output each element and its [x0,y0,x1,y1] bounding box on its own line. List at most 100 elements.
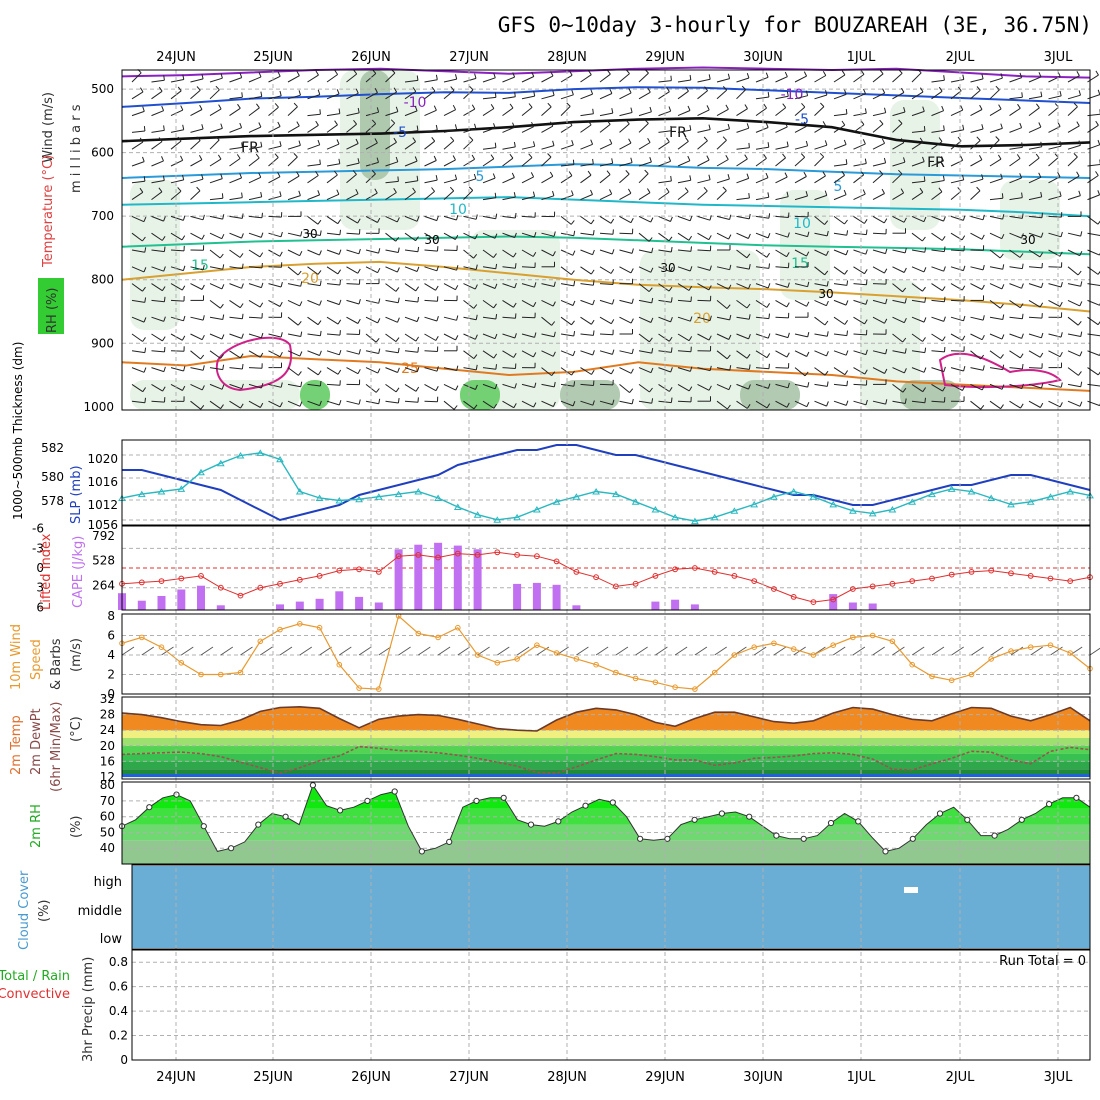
wind-barb-feather [588,70,592,75]
wind-barb-feather [845,109,848,115]
wind-barb [580,174,592,184]
wind-barb-feather [922,106,925,112]
wind-barb [1067,144,1081,150]
wind-speed-point [1067,650,1073,656]
rh90-contour [938,352,1062,389]
wind-barb [307,266,319,275]
wind-barb [248,215,262,219]
wind-barb [989,333,1003,340]
wind-barb-feather [668,156,672,162]
wind-barb-feather [768,263,770,269]
thickness-point [157,488,166,495]
lifted-index-point [435,554,442,561]
wind-barb [658,91,670,100]
wind-barb [346,249,360,255]
wind-barb [346,367,359,375]
wind-barb-feather [512,252,517,258]
wind-barb-feather [668,336,673,342]
wind-barb [1009,96,1023,100]
wind-barb-feather [397,297,400,303]
wind-barb-feather [221,284,225,290]
wind-barb-feather [1079,301,1083,307]
wind-barb-feather [528,103,533,108]
wind-barb-feather [843,139,847,145]
wind-barb [814,316,826,326]
wind-barb-feather [376,107,380,113]
wind-barb [248,157,260,167]
wind-barb [307,163,321,167]
wind-barb [131,72,142,83]
thickness-point [947,485,956,492]
wind-barb-feather [826,381,829,387]
wind10m-barb [714,646,727,656]
wind-barb [502,215,516,219]
thickness-point [197,468,205,476]
wind-barb [989,266,1003,270]
slp-tick: 1020 [87,452,118,466]
wind-barb [638,299,652,304]
wind-barb-feather [728,284,732,290]
wind-barb [989,299,1001,309]
wind-barb-feather [163,75,165,81]
wind-barb-feather [1079,351,1083,357]
wind-barb [287,125,300,133]
wind-barb-feather [300,331,303,337]
wind-barb-feather [981,73,984,80]
wind-barb-feather [355,88,359,94]
wind-barb [599,333,614,336]
lifted-index-point [771,586,777,592]
wind-barb-feather [784,71,788,77]
wind-barb-feather [414,156,418,162]
wind-barb [716,266,730,271]
wind-barb [716,316,730,321]
wind-barb [638,192,651,201]
wind-barb [131,400,145,404]
wind-barb [229,232,242,239]
thickness-point [394,490,403,498]
wind-barb [1009,299,1021,309]
wind-barb-feather [468,186,474,191]
wind-barb [794,249,807,257]
thickness-point [809,493,818,500]
rh-point [1073,794,1080,801]
wind-barb [346,143,359,150]
wind-barb [814,125,826,133]
wind-barb [131,91,144,100]
date-label-bottom: 2JUL [946,1070,976,1085]
temp-tick: 32 [100,692,115,706]
wind-barb-feather [590,219,595,225]
thickness-point [730,507,739,514]
wind-barb [1009,383,1022,390]
lifted-index-point [1027,573,1034,579]
wind-barb [716,159,729,167]
wind-barb-feather [609,138,613,144]
wind-barb [307,299,320,306]
wind-barb [307,367,319,376]
wind-barb [892,111,906,117]
wind-barb [580,194,593,201]
wind-barb [580,367,592,375]
lifted-index-point [1067,578,1074,584]
wind-barb-feather [885,298,888,304]
wind-barb-feather [530,172,535,178]
wind-barb [1048,299,1061,307]
thickness-point [493,516,502,523]
wind10m-barb [279,646,293,656]
wind10m-barb [141,646,155,656]
wind-barb [775,157,786,167]
wind10m-barb [635,646,648,656]
wind-barb [619,384,630,393]
date-label-top: 2JUL [946,50,976,65]
wind-barb [580,333,594,336]
lifted-index-point [731,573,738,579]
wind-barb [463,232,476,240]
thickness-point [335,497,344,504]
wind-barb-feather [786,191,789,197]
cape-bar [315,598,324,610]
wind-barb [424,215,437,222]
wind-barb [190,140,201,150]
wind-barb-feather [1016,154,1021,159]
wind-barb [229,266,243,270]
wind-barb [950,316,964,322]
wind-barb [404,266,418,272]
